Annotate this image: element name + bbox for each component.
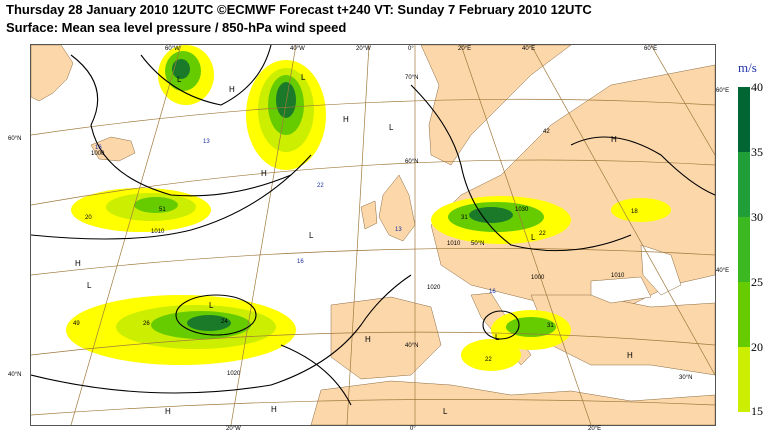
wind-max-label: 18 bbox=[631, 209, 638, 215]
low-centre: L bbox=[301, 73, 306, 82]
wind-max-label: 42 bbox=[543, 129, 550, 135]
wind-max-label: 22 bbox=[485, 357, 492, 363]
low-centre: L bbox=[87, 281, 92, 290]
lon-label: 40°W bbox=[290, 46, 305, 52]
scandinavia bbox=[420, 45, 572, 166]
lon-label: 40°E bbox=[522, 46, 536, 52]
chart-title: Thursday 28 January 2010 12UTC ©ECMWF Fo… bbox=[6, 2, 592, 17]
wind-max-label: 16 bbox=[95, 145, 102, 151]
lat-label: 70°N bbox=[405, 75, 419, 81]
high-centre: H bbox=[627, 351, 633, 360]
legend-swatch bbox=[738, 282, 750, 347]
british-isles bbox=[378, 174, 416, 242]
wind-max-label: 13 bbox=[395, 227, 402, 233]
wind-max-label: 16 bbox=[489, 289, 496, 295]
high-centre: H bbox=[271, 405, 277, 414]
wind-max-label: 26 bbox=[143, 321, 150, 327]
lat-label: 40°N bbox=[8, 372, 22, 378]
legend-swatch bbox=[738, 87, 750, 152]
low-centre: L bbox=[389, 123, 394, 132]
legend-tick: 30 bbox=[751, 210, 763, 224]
low-centre: L bbox=[309, 231, 314, 240]
black-sea bbox=[590, 276, 652, 304]
isobar-label: 1010 bbox=[447, 241, 461, 247]
isobar-label: 1020 bbox=[227, 371, 241, 377]
wind-max-label: 49 bbox=[73, 321, 80, 327]
land-masses bbox=[31, 45, 715, 425]
isobar-label: 1000 bbox=[91, 151, 105, 157]
lon-label: 60°W bbox=[165, 46, 180, 52]
wind-max-label: 22 bbox=[317, 183, 324, 189]
iceland bbox=[90, 136, 136, 162]
chart-subtitle: Surface: Mean sea level pressure / 850-h… bbox=[6, 20, 347, 35]
low-centre: L bbox=[177, 75, 182, 84]
wind-max-label: 22 bbox=[539, 231, 546, 237]
lat-label: 40°E bbox=[716, 268, 730, 274]
isobar-label: 1010 bbox=[151, 229, 165, 235]
wind-max-label: 24 bbox=[221, 319, 228, 325]
lon-label: 20°E bbox=[458, 46, 472, 52]
wind-max-label: 31 bbox=[461, 215, 468, 221]
legend-swatch bbox=[738, 217, 750, 282]
lon-label: 0° bbox=[410, 426, 416, 432]
wind-max-label: 51 bbox=[159, 207, 166, 213]
wind-shading bbox=[66, 45, 671, 371]
graticule bbox=[31, 45, 715, 425]
low-centre: L bbox=[209, 301, 214, 310]
legend-tick: 15 bbox=[751, 404, 763, 418]
low-centre: L bbox=[495, 333, 500, 342]
wind-patch-italy-south bbox=[461, 339, 521, 371]
wind-max-label: 20 bbox=[85, 215, 92, 221]
high-centre: H bbox=[343, 115, 349, 124]
lon-label: 20°W bbox=[226, 426, 241, 432]
legend-swatch bbox=[738, 347, 750, 412]
wind-max-label: 13 bbox=[203, 139, 210, 145]
lat-label: 30°N bbox=[679, 375, 693, 381]
legend-unit: m/s bbox=[738, 60, 757, 75]
high-centre: H bbox=[261, 169, 267, 178]
low-centre: L bbox=[531, 233, 536, 242]
lat-label: 60°E bbox=[716, 88, 730, 94]
legend-swatch bbox=[738, 152, 750, 217]
high-centre: H bbox=[365, 335, 371, 344]
lon-label: 60°E bbox=[644, 46, 658, 52]
map-canvas bbox=[31, 45, 715, 425]
wind-max-label: 16 bbox=[297, 259, 304, 265]
lat-label: 60°N bbox=[405, 159, 419, 165]
legend-tick: 40 bbox=[751, 80, 763, 94]
forecast-map: L L L L L L L L L H H H H H H H H H 1010… bbox=[30, 44, 716, 426]
lat-label: 50°N bbox=[471, 241, 485, 247]
greenland bbox=[31, 45, 74, 102]
lon-label: 20°W bbox=[356, 46, 371, 52]
isobar-label: 1030 bbox=[515, 207, 529, 213]
lon-label: 0° bbox=[408, 46, 414, 52]
legend-colorbar bbox=[738, 87, 750, 412]
legend-tick: 35 bbox=[751, 145, 763, 159]
iberia bbox=[330, 296, 442, 380]
north-africa bbox=[310, 380, 715, 425]
high-centre: H bbox=[75, 259, 81, 268]
high-centre: H bbox=[229, 85, 235, 94]
isobar-label: 1020 bbox=[427, 285, 441, 291]
high-centre: H bbox=[165, 407, 171, 416]
low-centre: L bbox=[443, 407, 448, 416]
caspian-region bbox=[640, 244, 682, 296]
isobar-label: 1000 bbox=[531, 275, 545, 281]
wind-patch-east bbox=[611, 198, 671, 222]
wind-max-label: 31 bbox=[547, 323, 554, 329]
lat-label: 40°N bbox=[405, 343, 419, 349]
high-centre: H bbox=[611, 135, 617, 144]
ireland bbox=[360, 200, 378, 230]
isobars bbox=[31, 45, 715, 406]
legend-tick: 25 bbox=[751, 275, 763, 289]
lat-label: 60°N bbox=[8, 136, 22, 142]
lon-label: 20°E bbox=[588, 426, 602, 432]
isobar-label: 1010 bbox=[611, 273, 625, 279]
legend-tick: 20 bbox=[751, 340, 763, 354]
